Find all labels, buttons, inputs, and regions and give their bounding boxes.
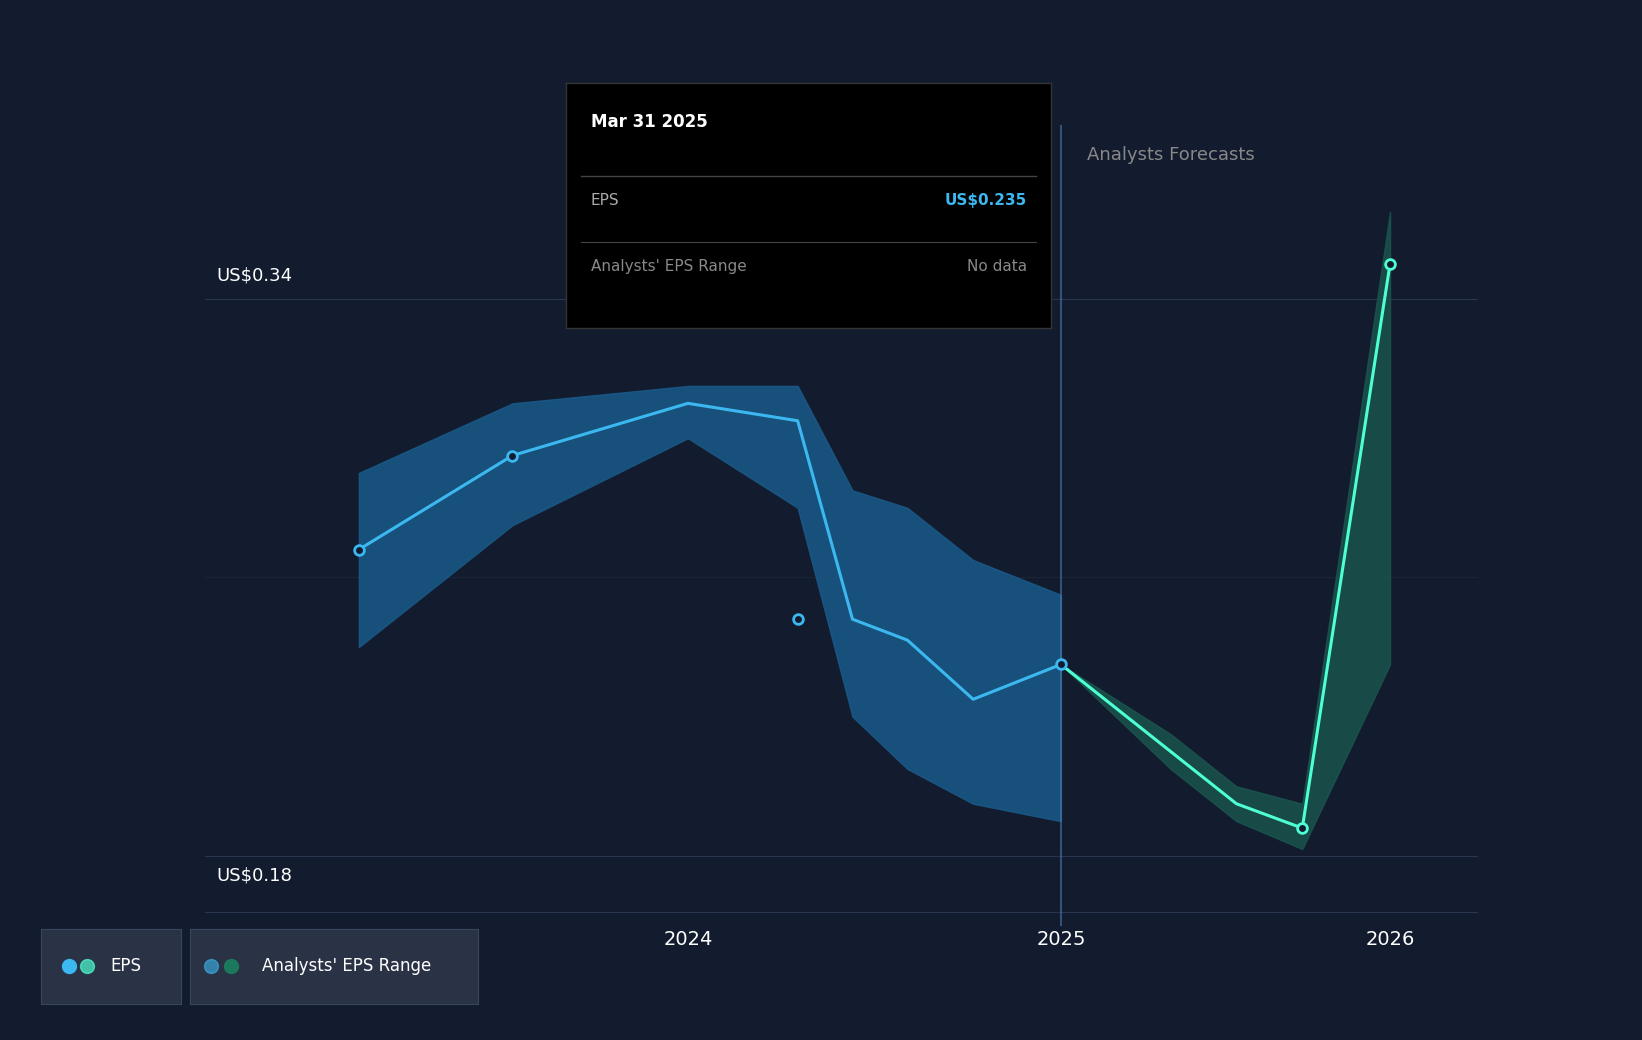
- Text: Analysts Forecasts: Analysts Forecasts: [1087, 146, 1254, 163]
- Text: EPS: EPS: [591, 193, 619, 208]
- Text: Analysts' EPS Range: Analysts' EPS Range: [591, 259, 747, 275]
- Text: EPS: EPS: [112, 957, 141, 976]
- Text: US$0.235: US$0.235: [944, 193, 1026, 208]
- Text: US$0.18: US$0.18: [217, 866, 292, 884]
- Text: Actual: Actual: [979, 146, 1043, 163]
- Text: No data: No data: [967, 259, 1026, 275]
- Text: US$0.34: US$0.34: [217, 267, 292, 285]
- Text: Mar 31 2025: Mar 31 2025: [591, 112, 708, 131]
- Text: Analysts' EPS Range: Analysts' EPS Range: [263, 957, 432, 976]
